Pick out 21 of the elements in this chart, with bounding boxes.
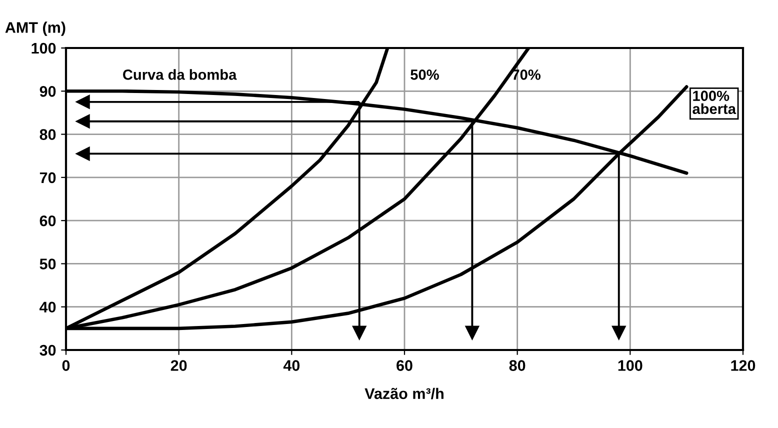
series-label: Curva da bomba <box>123 69 237 80</box>
y-tick-label: 60 <box>40 215 56 226</box>
y-tick-label: 70 <box>40 172 56 184</box>
series-label: 100% aberta <box>692 90 736 114</box>
x-tick-label: 100 <box>618 360 642 371</box>
x-tick-label: 120 <box>731 360 756 371</box>
y-tick-label: 50 <box>40 258 56 270</box>
x-tick-label: 0 <box>62 360 70 371</box>
y-tick-label: 90 <box>40 86 56 97</box>
y-axis-title: AMT (m) <box>5 22 66 36</box>
x-tick-label: 60 <box>396 360 412 371</box>
x-tick-label: 40 <box>283 360 300 371</box>
series-label: 50% <box>410 70 439 80</box>
series-label: 70% <box>512 70 540 80</box>
y-tick-label: 100 <box>32 42 56 54</box>
y-tick-label: 80 <box>40 129 56 140</box>
y-tick-label: 40 <box>40 302 56 313</box>
x-axis-title: Vazão m³/h <box>364 388 444 400</box>
x-tick-label: 20 <box>170 360 187 371</box>
x-tick-label: 80 <box>509 360 526 371</box>
y-tick-label: 30 <box>40 344 56 356</box>
